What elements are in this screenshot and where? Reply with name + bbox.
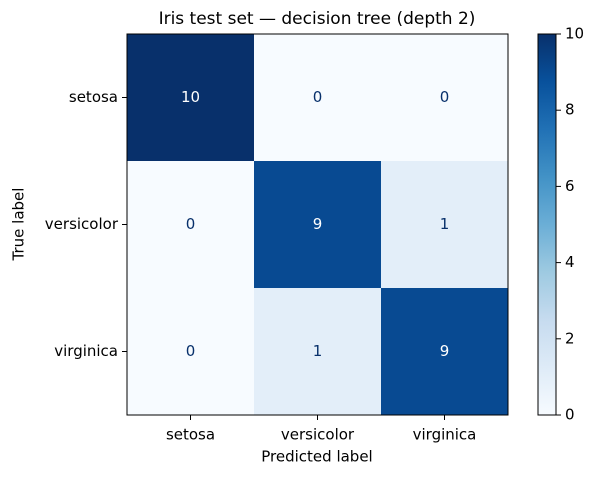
cell-label: 10 [181,88,200,106]
heatmap-cell [254,34,382,162]
heatmap-cell [381,34,509,162]
colorbar-tick-label: 10 [565,25,584,43]
colorbar-tick-label: 2 [565,329,575,347]
colorbar-tick-label: 6 [565,177,575,195]
colorbar-tick-label: 8 [565,101,575,119]
colorbar-tick-label: 0 [565,406,575,424]
cell-label: 0 [186,215,196,233]
y-tick-label: versicolor [45,215,119,233]
y-tick-label: setosa [69,88,118,106]
heatmap-cell [254,161,382,289]
cell-label: 1 [440,215,450,233]
heatmap-cell [127,34,255,162]
y-axis-label: True label [10,188,28,262]
heatmap-cell [127,288,255,416]
cell-label: 0 [440,88,450,106]
heatmap-cell [254,288,382,416]
x-tick-label: versicolor [281,426,355,444]
y-tick-label: virginica [54,342,118,360]
cell-label: 0 [186,342,196,360]
x-axis-label: Predicted label [261,448,372,466]
chart-title: Iris test set — decision tree (depth 2) [159,9,476,29]
heatmap-cell [127,161,255,289]
x-tick-label: setosa [166,426,215,444]
x-tick-label: virginica [413,426,477,444]
colorbar [537,33,557,416]
heatmap-cell [381,161,509,289]
cell-label: 9 [313,215,323,233]
cell-label: 0 [313,88,323,106]
heatmap-cell [381,288,509,416]
cell-label: 9 [440,342,450,360]
cell-label: 1 [313,342,323,360]
colorbar-tick-label: 4 [565,253,575,271]
